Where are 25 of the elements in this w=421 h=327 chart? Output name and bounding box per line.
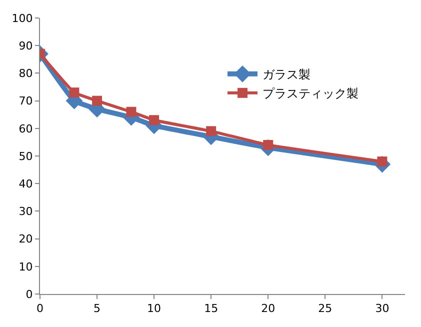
x-tick-label: 30: [375, 302, 390, 316]
x-tick-label: 0: [36, 302, 44, 316]
x-tick-label: 5: [94, 302, 101, 316]
point: [69, 88, 80, 98]
y-tick-label: 10: [18, 260, 33, 274]
y-tick-label: 40: [18, 177, 33, 190]
y-tick-label: 60: [18, 122, 33, 136]
legend-label: ガラス製: [262, 68, 310, 82]
x-tick-label: 15: [204, 302, 218, 316]
y-tick-label: 90: [18, 39, 33, 52]
point: [206, 126, 216, 136]
point: [126, 106, 136, 117]
y-tick-label: 100: [12, 12, 33, 25]
legend-label: プラスティック製: [262, 86, 358, 101]
y-tick-label: 20: [18, 232, 33, 246]
x-tick-label: 25: [318, 302, 332, 316]
y-tick-label: 0: [26, 288, 33, 301]
x-tick-label: 10: [147, 302, 162, 316]
point: [149, 115, 160, 126]
y-tick-label: 70: [18, 94, 33, 108]
point: [92, 96, 102, 106]
y-tick-label: 50: [18, 150, 33, 163]
x-tick-label: 20: [261, 302, 276, 316]
y-tick-label: 30: [18, 205, 33, 218]
y-tick-label: 80: [18, 67, 33, 80]
